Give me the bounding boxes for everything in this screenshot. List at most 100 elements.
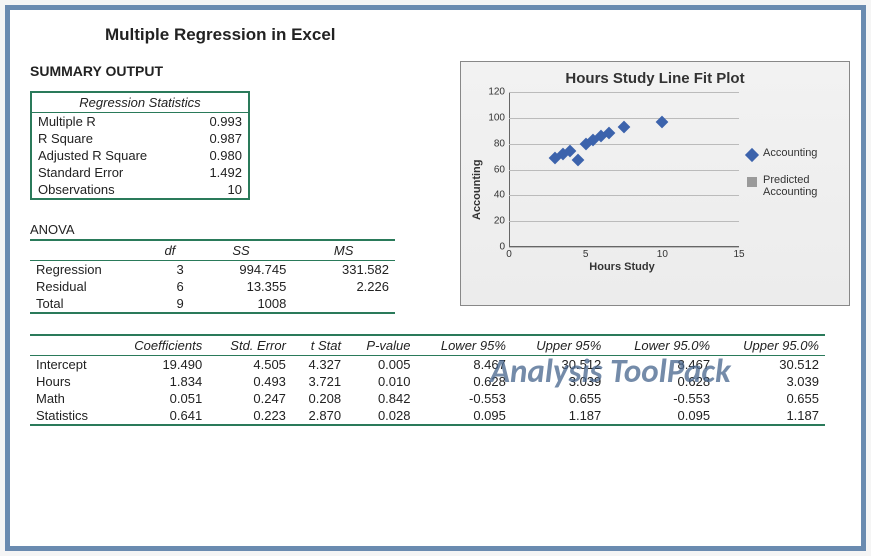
legend-label: Predicted Accounting xyxy=(763,174,841,198)
coef-value: 0.655 xyxy=(716,390,825,407)
reg-stats-row: Observations10 xyxy=(31,181,249,199)
coef-value: 0.010 xyxy=(347,373,416,390)
coef-value: 0.028 xyxy=(347,407,416,425)
reg-stats-label: Multiple R xyxy=(31,113,190,131)
coef-row: Math0.0510.2470.2080.842-0.5530.655-0.55… xyxy=(30,390,825,407)
chart-ytick-label: 0 xyxy=(481,242,505,253)
coef-value: 1.187 xyxy=(512,407,607,425)
coef-header: Coefficients xyxy=(109,335,208,356)
coef-value: 1.187 xyxy=(716,407,825,425)
chart-xtick-label: 15 xyxy=(733,249,744,260)
chart-data-point xyxy=(618,121,631,134)
reg-stats-row: Multiple R0.993 xyxy=(31,113,249,131)
chart-xtick-label: 5 xyxy=(583,249,589,260)
coef-value: 0.655 xyxy=(512,390,607,407)
anova-df: 6 xyxy=(150,278,190,295)
coef-value: -0.553 xyxy=(417,390,512,407)
coef-value: 4.327 xyxy=(292,356,347,374)
anova-header xyxy=(30,240,150,261)
anova-label: ANOVA xyxy=(30,222,400,237)
chart-ytick-label: 120 xyxy=(481,87,505,98)
scatter-chart-panel: Hours Study Line Fit Plot Accounting 0 20… xyxy=(460,61,850,306)
legend-item: Predicted Accounting xyxy=(747,174,841,198)
coef-header: Std. Error xyxy=(208,335,292,356)
reg-stats-label: Standard Error xyxy=(31,164,190,181)
chart-x-axis-label: Hours Study xyxy=(509,261,735,273)
coef-value: 0.095 xyxy=(607,407,716,425)
reg-stats-value: 0.987 xyxy=(190,130,249,147)
chart-ytick-label: 80 xyxy=(481,138,505,149)
coef-header xyxy=(30,335,109,356)
coef-label: Statistics xyxy=(30,407,109,425)
analysis-toolpack-label: Analysis ToolPack xyxy=(490,351,731,391)
anova-header: df xyxy=(150,240,190,261)
coef-value: 0.223 xyxy=(208,407,292,425)
chart-legend: Accounting Predicted Accounting xyxy=(735,92,841,287)
reg-stats-value: 1.492 xyxy=(190,164,249,181)
coef-value: 0.208 xyxy=(292,390,347,407)
anova-row: Total91008 xyxy=(30,295,395,313)
coef-header: t Stat xyxy=(292,335,347,356)
coef-value: 0.005 xyxy=(347,356,416,374)
coef-value: 0.051 xyxy=(109,390,208,407)
coef-label: Intercept xyxy=(30,356,109,374)
anova-table: dfSSMS Regression3994.745331.582Residual… xyxy=(30,239,395,314)
regression-statistics-table: Regression Statistics Multiple R0.993R S… xyxy=(30,91,250,200)
anova-label: Regression xyxy=(30,261,150,279)
coef-value: 3.039 xyxy=(716,373,825,390)
coef-header: P-value xyxy=(347,335,416,356)
reg-stats-value: 10 xyxy=(190,181,249,199)
coef-value: -0.553 xyxy=(607,390,716,407)
anova-row: Regression3994.745331.582 xyxy=(30,261,395,279)
reg-stats-row: R Square0.987 xyxy=(31,130,249,147)
document-frame: Multiple Regression in Excel SUMMARY OUT… xyxy=(5,5,866,551)
anova-df: 9 xyxy=(150,295,190,313)
coef-value: 0.641 xyxy=(109,407,208,425)
coef-value: 0.095 xyxy=(417,407,512,425)
coef-row: Statistics0.6410.2232.8700.0280.0951.187… xyxy=(30,407,825,425)
reg-stats-value: 0.993 xyxy=(190,113,249,131)
anova-label: Residual xyxy=(30,278,150,295)
coef-value: 3.721 xyxy=(292,373,347,390)
legend-label: Accounting xyxy=(763,147,817,159)
coef-label: Hours xyxy=(30,373,109,390)
coef-value: 1.834 xyxy=(109,373,208,390)
coef-header: Upper 95.0% xyxy=(716,335,825,356)
reg-stats-label: Adjusted R Square xyxy=(31,147,190,164)
square-marker-icon xyxy=(747,177,757,187)
reg-stats-row: Adjusted R Square0.980 xyxy=(31,147,249,164)
anova-label: Total xyxy=(30,295,150,313)
chart-xtick-label: 0 xyxy=(506,249,512,260)
coef-value: 0.247 xyxy=(208,390,292,407)
coef-value: 2.870 xyxy=(292,407,347,425)
anova-ms xyxy=(292,295,395,313)
anova-ms: 331.582 xyxy=(292,261,395,279)
anova-ss: 13.355 xyxy=(190,278,293,295)
anova-row: Residual613.3552.226 xyxy=(30,278,395,295)
reg-stats-label: Observations xyxy=(31,181,190,199)
chart-xtick-label: 10 xyxy=(657,249,668,260)
chart-ytick-label: 60 xyxy=(481,164,505,175)
anova-df: 3 xyxy=(150,261,190,279)
anova-header: MS xyxy=(292,240,395,261)
coef-label: Math xyxy=(30,390,109,407)
diamond-marker-icon xyxy=(745,148,759,162)
page-title: Multiple Regression in Excel xyxy=(105,25,841,45)
coef-value: 19.490 xyxy=(109,356,208,374)
coef-value: 30.512 xyxy=(716,356,825,374)
chart-title: Hours Study Line Fit Plot xyxy=(469,70,841,87)
anova-ss: 1008 xyxy=(190,295,293,313)
reg-stats-header: Regression Statistics xyxy=(31,92,249,113)
reg-stats-value: 0.980 xyxy=(190,147,249,164)
coef-value: 0.493 xyxy=(208,373,292,390)
anova-header: SS xyxy=(190,240,293,261)
chart-ytick-label: 40 xyxy=(481,190,505,201)
reg-stats-row: Standard Error1.492 xyxy=(31,164,249,181)
coef-value: 0.842 xyxy=(347,390,416,407)
chart-ytick-label: 100 xyxy=(481,112,505,123)
coef-value: 4.505 xyxy=(208,356,292,374)
chart-ytick-label: 20 xyxy=(481,216,505,227)
anova-ms: 2.226 xyxy=(292,278,395,295)
chart-data-point xyxy=(572,154,585,167)
anova-ss: 994.745 xyxy=(190,261,293,279)
